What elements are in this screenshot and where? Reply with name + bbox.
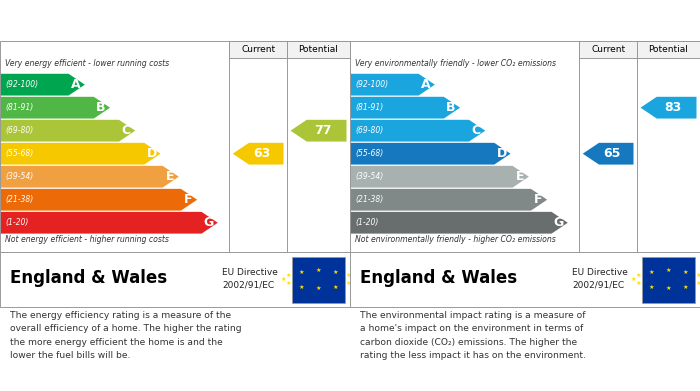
Text: ★: ★ (298, 285, 304, 289)
Text: A: A (421, 78, 430, 91)
Text: ★: ★ (286, 273, 291, 278)
Text: ★: ★ (346, 273, 351, 278)
Polygon shape (350, 74, 435, 95)
Polygon shape (350, 120, 485, 142)
Text: 63: 63 (253, 147, 271, 160)
Text: Not energy efficient - higher running costs: Not energy efficient - higher running co… (6, 235, 169, 244)
Text: ★: ★ (683, 270, 689, 274)
Text: England & Wales: England & Wales (360, 269, 517, 287)
Bar (580, 41, 637, 58)
Text: ★: ★ (346, 282, 351, 286)
Text: Very environmentally friendly - lower CO₂ emissions: Very environmentally friendly - lower CO… (355, 59, 556, 68)
Text: (81-91): (81-91) (6, 103, 34, 112)
Text: E: E (516, 170, 524, 183)
Text: C: C (472, 124, 481, 137)
Text: F: F (534, 193, 542, 206)
Text: B: B (447, 101, 456, 114)
Text: ★: ★ (316, 286, 321, 291)
Text: ★: ★ (696, 282, 700, 286)
Text: ★: ★ (648, 270, 654, 274)
Text: ★: ★ (636, 282, 641, 286)
Text: (69-80): (69-80) (355, 126, 384, 135)
Text: Potential: Potential (649, 45, 688, 54)
Text: 77: 77 (314, 124, 331, 137)
Text: ★: ★ (333, 285, 339, 289)
Polygon shape (0, 189, 197, 211)
Polygon shape (350, 97, 460, 118)
Text: ★: ★ (696, 273, 700, 278)
Text: Current: Current (241, 45, 275, 54)
Text: (81-91): (81-91) (355, 103, 384, 112)
Text: (21-38): (21-38) (6, 195, 34, 204)
Text: 83: 83 (664, 101, 681, 114)
Text: Energy Efficiency Rating: Energy Efficiency Rating (10, 14, 194, 27)
Text: (1-20): (1-20) (355, 218, 379, 227)
Text: ★: ★ (666, 286, 671, 291)
Text: England & Wales: England & Wales (10, 269, 167, 287)
Text: ★: ★ (286, 282, 291, 286)
Text: E: E (166, 170, 174, 183)
Text: D: D (146, 147, 157, 160)
Text: 65: 65 (603, 147, 621, 160)
Polygon shape (0, 97, 110, 118)
Text: ★: ★ (631, 277, 637, 282)
Polygon shape (582, 143, 634, 165)
Text: (55-68): (55-68) (6, 149, 34, 158)
Text: (92-100): (92-100) (355, 80, 388, 89)
Polygon shape (0, 212, 218, 233)
Bar (230, 41, 287, 58)
Text: (55-68): (55-68) (355, 149, 384, 158)
Text: (39-54): (39-54) (6, 172, 34, 181)
Polygon shape (0, 143, 160, 165)
Text: F: F (184, 193, 192, 206)
Polygon shape (350, 189, 547, 211)
Polygon shape (350, 166, 528, 188)
Text: B: B (97, 101, 106, 114)
Text: ★: ★ (350, 277, 356, 282)
Text: D: D (496, 147, 507, 160)
Text: ★: ★ (648, 285, 654, 289)
Text: EU Directive
2002/91/EC: EU Directive 2002/91/EC (573, 268, 628, 289)
Polygon shape (0, 74, 85, 95)
Bar (643, 256, 694, 303)
Text: A: A (71, 78, 80, 91)
Polygon shape (350, 212, 568, 233)
Polygon shape (0, 120, 135, 142)
Text: (1-20): (1-20) (6, 218, 29, 227)
Text: (21-38): (21-38) (355, 195, 384, 204)
Text: Potential: Potential (299, 45, 338, 54)
Text: G: G (554, 216, 564, 229)
Text: ★: ★ (298, 270, 304, 274)
Bar (637, 41, 700, 58)
Text: (92-100): (92-100) (6, 80, 38, 89)
Text: ★: ★ (666, 269, 671, 273)
Text: (69-80): (69-80) (6, 126, 34, 135)
Text: ★: ★ (683, 285, 689, 289)
Text: ★: ★ (636, 273, 641, 278)
Bar (293, 256, 344, 303)
Text: EU Directive
2002/91/EC: EU Directive 2002/91/EC (223, 268, 278, 289)
Text: Not environmentally friendly - higher CO₂ emissions: Not environmentally friendly - higher CO… (355, 235, 556, 244)
Text: (39-54): (39-54) (355, 172, 384, 181)
Polygon shape (640, 97, 696, 118)
Text: G: G (204, 216, 214, 229)
Polygon shape (232, 143, 284, 165)
Text: The energy efficiency rating is a measure of the
overall efficiency of a home. T: The energy efficiency rating is a measur… (10, 311, 242, 360)
Text: Very energy efficient - lower running costs: Very energy efficient - lower running co… (6, 59, 169, 68)
Text: ★: ★ (333, 270, 339, 274)
Bar (287, 41, 350, 58)
Polygon shape (0, 166, 178, 188)
Polygon shape (290, 120, 346, 142)
Polygon shape (350, 143, 510, 165)
Text: The environmental impact rating is a measure of
a home's impact on the environme: The environmental impact rating is a mea… (360, 311, 587, 360)
Text: C: C (122, 124, 131, 137)
Text: Environmental Impact (CO₂) Rating: Environmental Impact (CO₂) Rating (360, 14, 622, 27)
Text: ★: ★ (281, 277, 287, 282)
Text: Current: Current (591, 45, 625, 54)
Text: ★: ★ (316, 269, 321, 273)
